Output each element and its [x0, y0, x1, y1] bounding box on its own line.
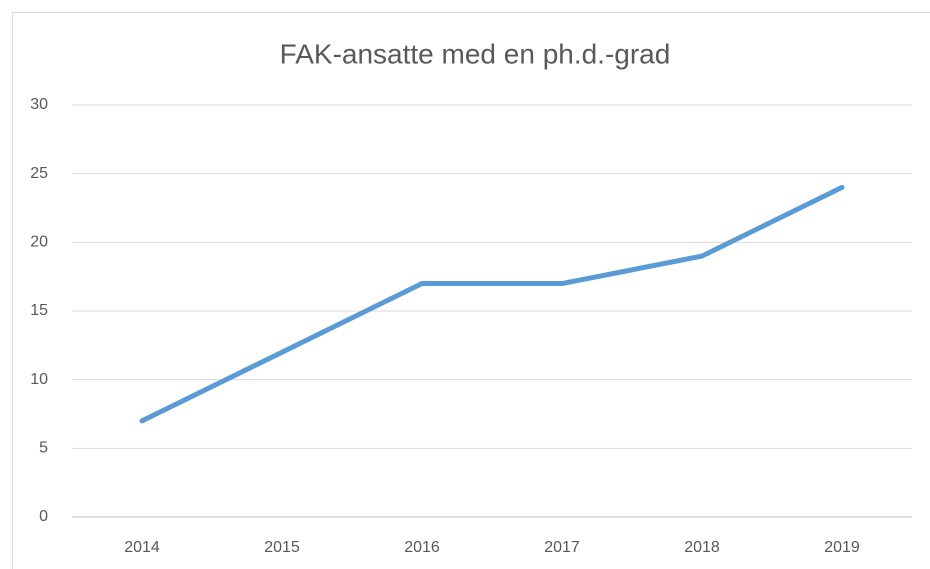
data-line — [139, 184, 845, 424]
x-tick-label: 2019 — [824, 539, 860, 556]
y-tick-label: 30 — [30, 96, 48, 113]
y-tick-label: 5 — [39, 440, 48, 457]
x-tick-label: 2015 — [264, 539, 300, 556]
y-tick-label: 0 — [39, 508, 48, 525]
x-tick-label: 2016 — [404, 539, 440, 556]
x-tick-label: 2017 — [544, 539, 580, 556]
x-tick-label: 2014 — [124, 539, 160, 556]
y-tick-label: 15 — [30, 302, 48, 319]
x-tick-label: 2018 — [684, 539, 720, 556]
chart-border — [12, 12, 930, 569]
y-tick-label: 25 — [30, 165, 48, 182]
y-tick-label: 20 — [30, 234, 48, 251]
chart-title: FAK-ansatte med en ph.d.-grad — [280, 38, 671, 69]
y-tick-label: 10 — [30, 371, 48, 388]
